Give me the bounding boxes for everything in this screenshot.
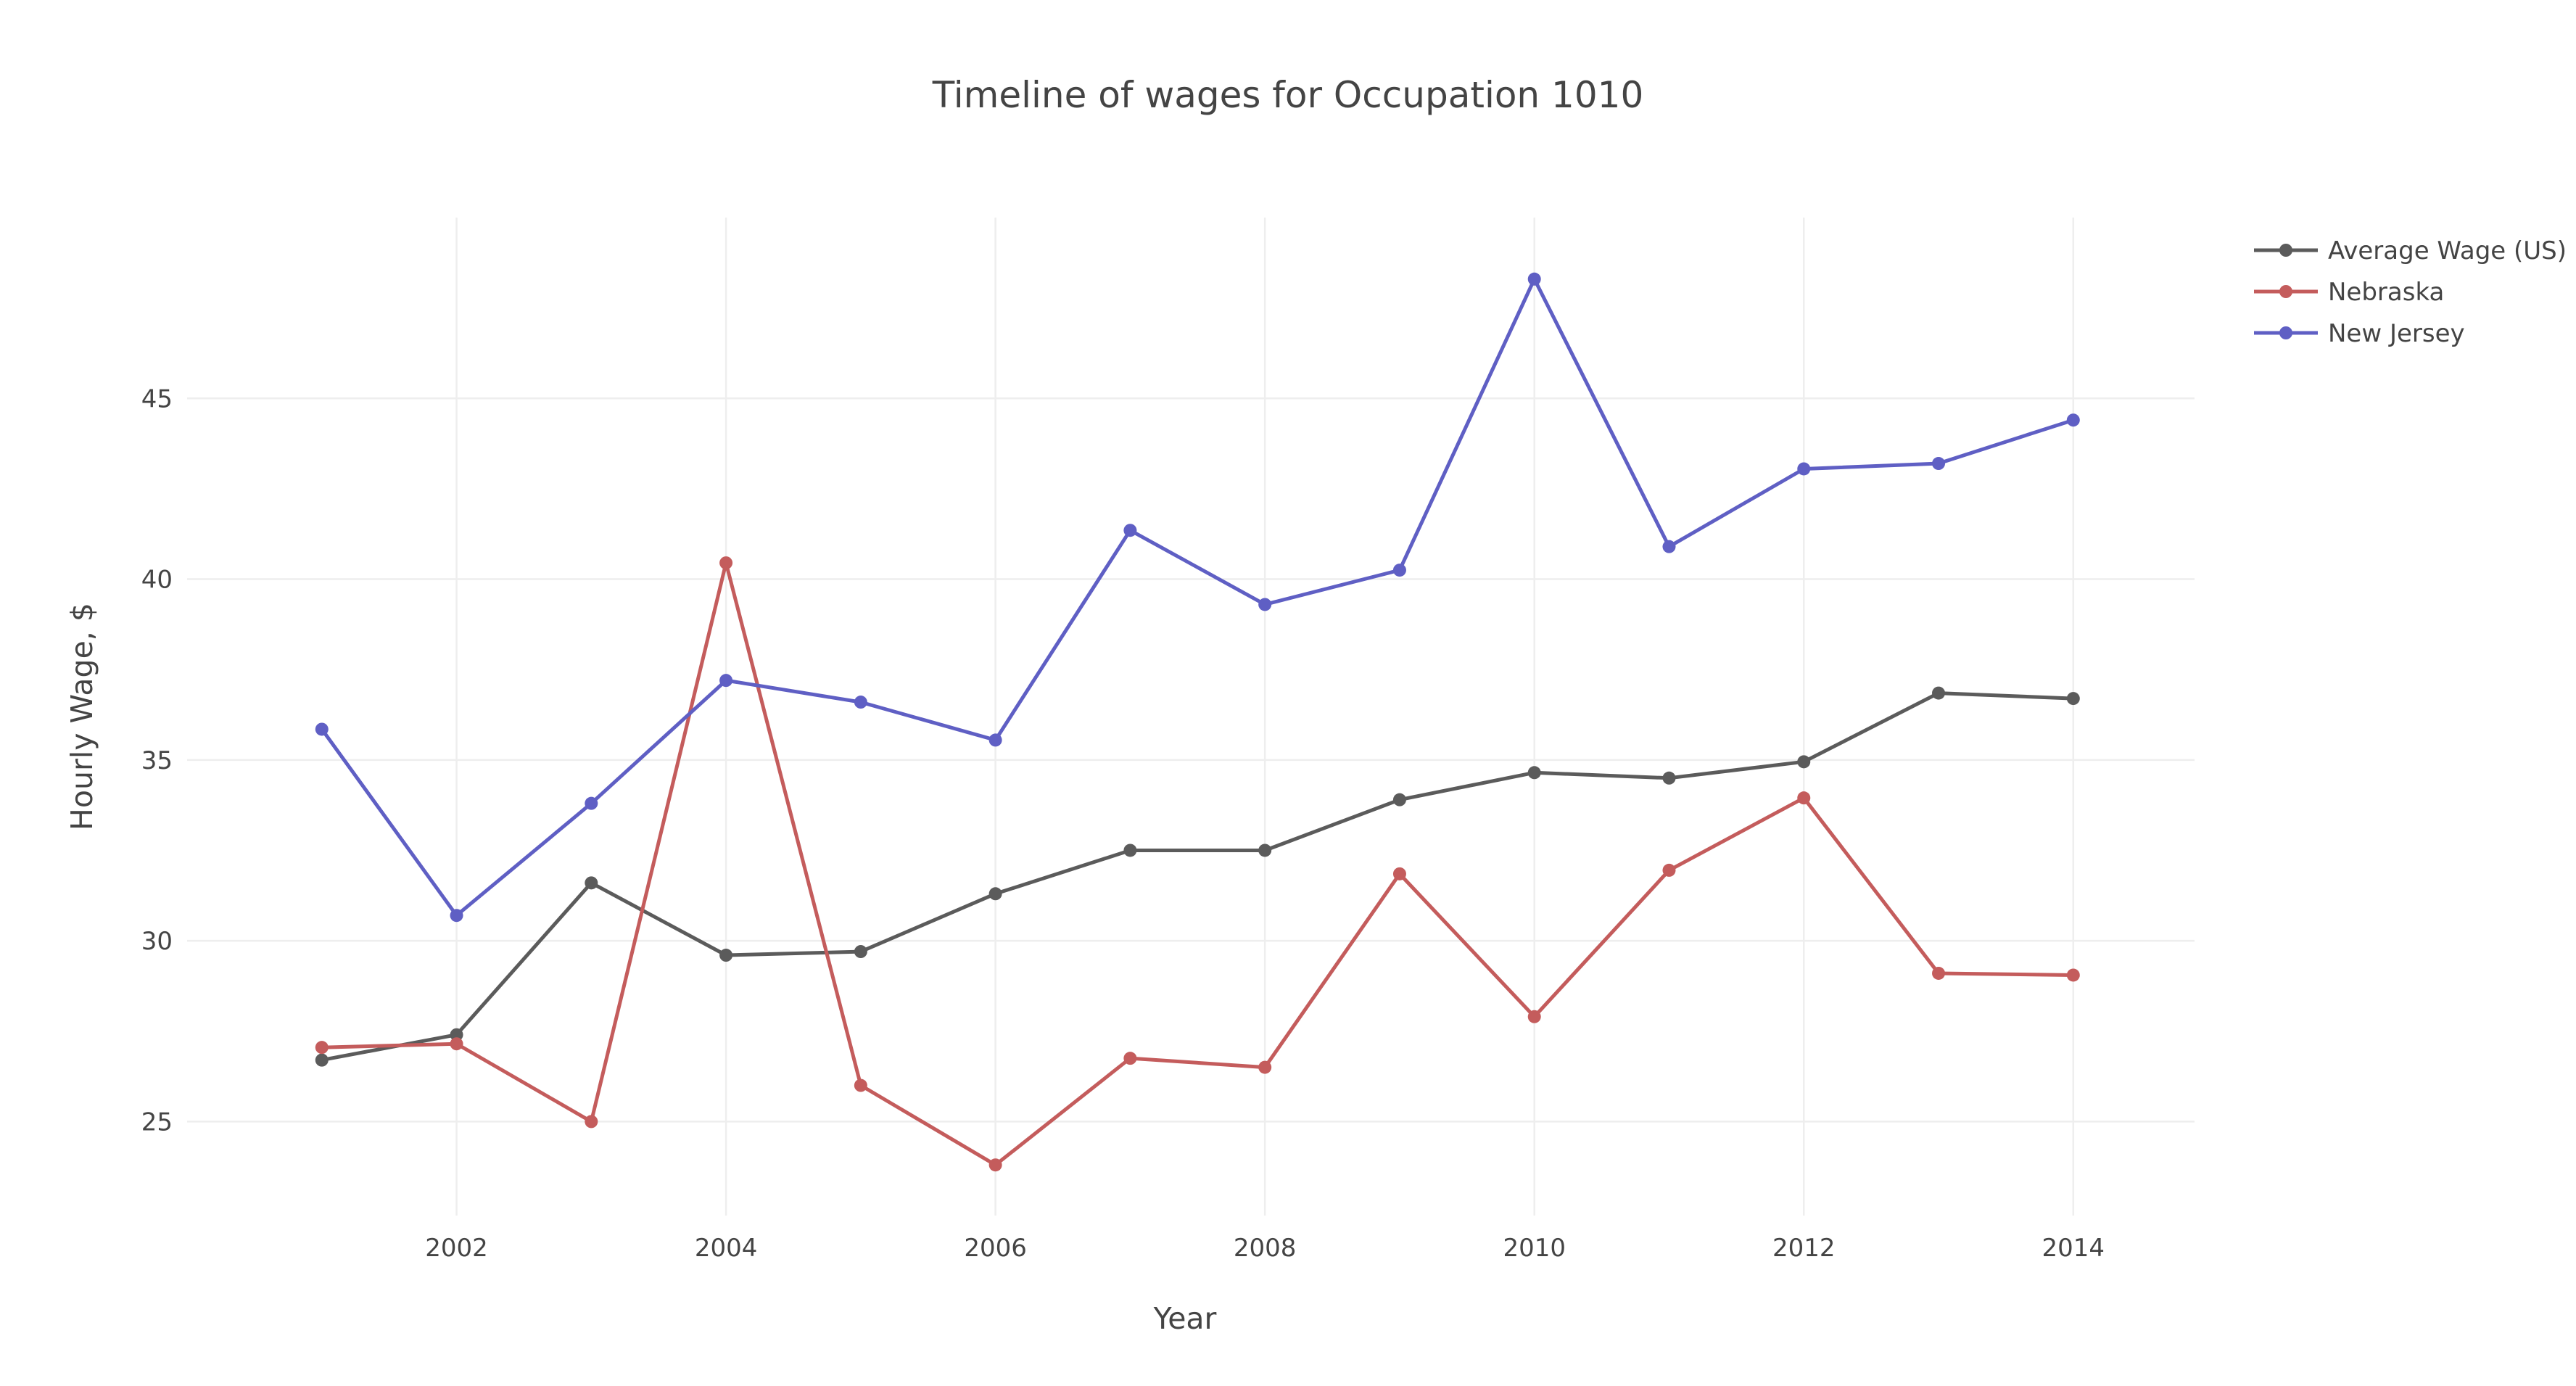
x-tick-label: 2014 bbox=[2042, 1234, 2105, 1263]
data-point-new-jersey[interactable] bbox=[450, 909, 463, 923]
data-point-new-jersey[interactable] bbox=[315, 722, 329, 736]
data-point-average-wage-us[interactable] bbox=[719, 949, 733, 962]
y-tick-label: 45 bbox=[141, 384, 173, 413]
y-tick-label: 25 bbox=[141, 1107, 173, 1137]
legend-label: Average Wage (US) bbox=[2328, 236, 2567, 265]
y-tick-label: 40 bbox=[141, 566, 173, 595]
series-average-wage-us[interactable] bbox=[315, 686, 2080, 1067]
data-point-new-jersey[interactable] bbox=[2066, 413, 2080, 427]
legend-swatch-marker bbox=[2279, 285, 2292, 298]
y-tick-label: 35 bbox=[141, 746, 173, 775]
legend-swatch-marker bbox=[2279, 244, 2292, 257]
data-point-nebraska[interactable] bbox=[854, 1078, 867, 1092]
data-point-average-wage-us[interactable] bbox=[1392, 793, 1406, 807]
data-point-nebraska[interactable] bbox=[450, 1037, 463, 1051]
y-tick-label: 30 bbox=[141, 927, 173, 956]
y-axis-title: Hourly Wage, $ bbox=[65, 603, 99, 830]
y-axis-ticks: 25 30 35 40 45 bbox=[141, 384, 173, 1137]
x-axis-ticks: 2002 2004 2006 2008 2010 2012 2014 bbox=[425, 1234, 2105, 1263]
data-point-new-jersey[interactable] bbox=[1392, 564, 1406, 577]
legend-item[interactable]: Nebraska bbox=[2254, 278, 2444, 307]
data-point-nebraska[interactable] bbox=[1797, 791, 1811, 805]
data-point-nebraska[interactable] bbox=[1258, 1060, 1272, 1074]
series-new-jersey[interactable] bbox=[315, 272, 2080, 923]
data-point-average-wage-us[interactable] bbox=[1797, 755, 1811, 769]
legend-swatch-marker bbox=[2279, 326, 2292, 339]
data-point-new-jersey[interactable] bbox=[988, 733, 1002, 747]
data-point-average-wage-us[interactable] bbox=[1123, 843, 1137, 857]
data-point-average-wage-us[interactable] bbox=[854, 945, 867, 959]
data-point-new-jersey[interactable] bbox=[719, 674, 733, 688]
data-point-new-jersey[interactable] bbox=[1797, 462, 1811, 476]
x-tick-label: 2002 bbox=[425, 1234, 488, 1263]
data-point-new-jersey[interactable] bbox=[1527, 272, 1541, 286]
data-point-nebraska[interactable] bbox=[585, 1115, 598, 1129]
x-tick-label: 2012 bbox=[1772, 1234, 1836, 1263]
data-point-nebraska[interactable] bbox=[719, 556, 733, 570]
x-tick-label: 2004 bbox=[695, 1234, 758, 1263]
legend-label: Nebraska bbox=[2328, 278, 2444, 307]
data-point-nebraska[interactable] bbox=[1662, 863, 1676, 877]
data-point-new-jersey[interactable] bbox=[1123, 524, 1137, 537]
data-point-nebraska[interactable] bbox=[1123, 1052, 1137, 1065]
grid bbox=[187, 218, 2195, 1216]
chart-title: Timeline of wages for Occupation 1010 bbox=[932, 74, 1644, 116]
data-point-nebraska[interactable] bbox=[1392, 867, 1406, 880]
data-point-average-wage-us[interactable] bbox=[2066, 692, 2080, 706]
legend[interactable]: Average Wage (US) Nebraska New Jersey bbox=[2254, 236, 2567, 348]
data-point-average-wage-us[interactable] bbox=[585, 876, 598, 890]
data-point-new-jersey[interactable] bbox=[1662, 540, 1676, 553]
data-point-nebraska[interactable] bbox=[315, 1041, 329, 1055]
series-line-average-wage-us bbox=[321, 691, 2073, 1063]
data-point-nebraska[interactable] bbox=[1932, 966, 1946, 980]
legend-item[interactable]: New Jersey bbox=[2254, 319, 2465, 348]
data-point-nebraska[interactable] bbox=[2066, 968, 2080, 982]
data-point-average-wage-us[interactable] bbox=[988, 887, 1002, 901]
data-point-new-jersey[interactable] bbox=[1932, 457, 1946, 471]
data-point-new-jersey[interactable] bbox=[854, 696, 867, 709]
x-tick-label: 2010 bbox=[1503, 1234, 1566, 1263]
x-tick-label: 2008 bbox=[1234, 1234, 1297, 1263]
data-point-average-wage-us[interactable] bbox=[1258, 843, 1272, 857]
data-point-nebraska[interactable] bbox=[988, 1158, 1002, 1172]
x-axis-title: Year bbox=[1153, 1301, 1217, 1336]
series-nebraska[interactable] bbox=[315, 556, 2080, 1172]
data-point-average-wage-us[interactable] bbox=[1527, 766, 1541, 780]
legend-label: New Jersey bbox=[2328, 319, 2465, 348]
x-tick-label: 2006 bbox=[964, 1234, 1027, 1263]
series-lines bbox=[315, 272, 2080, 1172]
series-line-new-jersey bbox=[320, 277, 2074, 917]
data-point-new-jersey[interactable] bbox=[1258, 598, 1272, 611]
data-point-average-wage-us[interactable] bbox=[315, 1053, 329, 1067]
data-point-average-wage-us[interactable] bbox=[1932, 686, 1946, 700]
data-point-average-wage-us[interactable] bbox=[450, 1028, 463, 1041]
data-point-nebraska[interactable] bbox=[1527, 1010, 1541, 1023]
data-point-new-jersey[interactable] bbox=[585, 796, 598, 810]
series-line-nebraska bbox=[321, 561, 2073, 1167]
legend-item[interactable]: Average Wage (US) bbox=[2254, 236, 2567, 265]
data-point-average-wage-us[interactable] bbox=[1662, 771, 1676, 785]
